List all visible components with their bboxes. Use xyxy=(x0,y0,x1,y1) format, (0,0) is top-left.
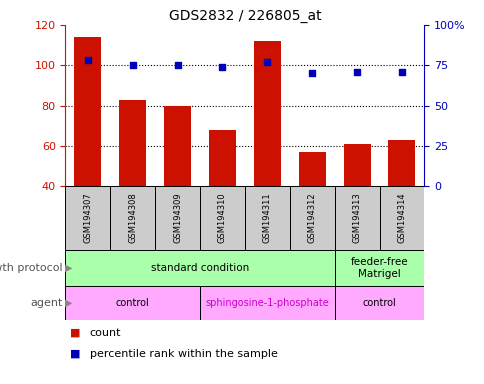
Bar xyxy=(199,286,334,320)
Point xyxy=(84,57,91,63)
Bar xyxy=(209,130,235,186)
Bar xyxy=(254,41,280,186)
Point xyxy=(352,69,360,75)
Text: GSM194308: GSM194308 xyxy=(128,192,137,243)
Text: growth protocol: growth protocol xyxy=(0,263,63,273)
Bar xyxy=(388,140,414,186)
Bar xyxy=(334,250,424,286)
Bar xyxy=(110,186,155,250)
Text: feeder-free
Matrigel: feeder-free Matrigel xyxy=(350,257,408,279)
Bar xyxy=(65,186,110,250)
Text: agent: agent xyxy=(30,298,63,308)
Bar xyxy=(334,286,424,320)
Bar xyxy=(119,99,146,186)
Text: ■: ■ xyxy=(70,349,81,359)
Point xyxy=(218,64,226,70)
Text: control: control xyxy=(116,298,150,308)
Text: GSM194310: GSM194310 xyxy=(217,193,227,243)
Bar xyxy=(65,286,199,320)
Point xyxy=(129,62,136,68)
Text: standard condition: standard condition xyxy=(151,263,249,273)
Text: control: control xyxy=(362,298,395,308)
Bar xyxy=(298,152,325,186)
Text: ■: ■ xyxy=(70,328,81,338)
Point xyxy=(173,62,181,68)
Text: GSM194307: GSM194307 xyxy=(83,192,92,243)
Bar xyxy=(289,186,334,250)
Point xyxy=(263,59,271,65)
Text: sphingosine-1-phosphate: sphingosine-1-phosphate xyxy=(205,298,329,308)
Point xyxy=(308,70,316,76)
Bar xyxy=(164,106,191,186)
Bar xyxy=(244,186,289,250)
Title: GDS2832 / 226805_at: GDS2832 / 226805_at xyxy=(168,8,320,23)
Bar xyxy=(65,250,334,286)
Text: GSM194311: GSM194311 xyxy=(262,193,272,243)
Bar xyxy=(199,186,244,250)
Bar xyxy=(74,37,101,186)
Text: GSM194312: GSM194312 xyxy=(307,193,316,243)
Point xyxy=(397,69,405,75)
Text: ▶: ▶ xyxy=(65,298,72,308)
Text: percentile rank within the sample: percentile rank within the sample xyxy=(90,349,277,359)
Text: GSM194314: GSM194314 xyxy=(396,193,406,243)
Text: ▶: ▶ xyxy=(65,263,72,273)
Bar xyxy=(334,186,378,250)
Bar xyxy=(155,186,200,250)
Text: count: count xyxy=(90,328,121,338)
Text: GSM194313: GSM194313 xyxy=(352,192,361,243)
Text: GSM194309: GSM194309 xyxy=(173,193,182,243)
Bar xyxy=(378,186,424,250)
Bar xyxy=(343,144,370,186)
